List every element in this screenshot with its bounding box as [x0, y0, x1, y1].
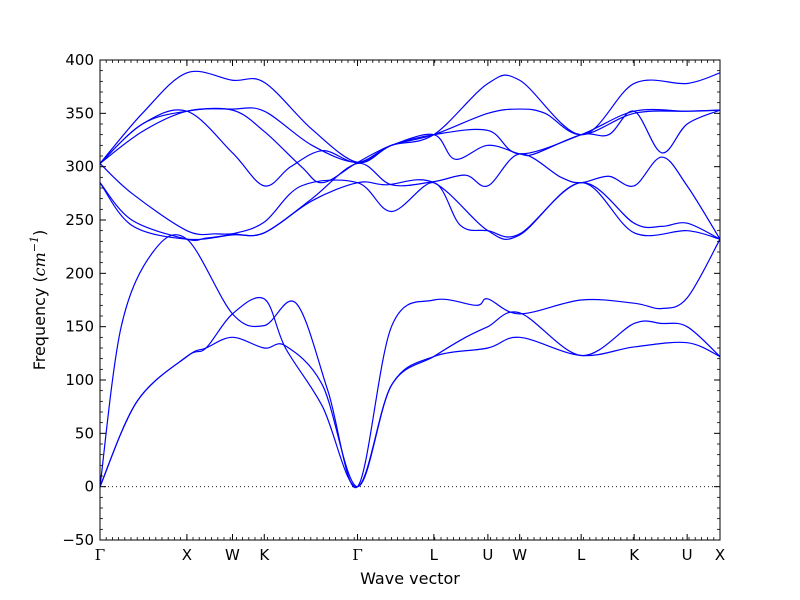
y-axis-title-close: ): [30, 230, 49, 236]
x-tick-label: X: [182, 546, 192, 564]
band-line-4: [100, 179, 720, 241]
band-line-6: [100, 153, 720, 240]
y-axis-title: Frequency (cm−1): [28, 230, 49, 371]
x-axis-title: Wave vector: [360, 569, 460, 588]
x-tick-label: W: [512, 546, 527, 564]
y-tick-labels: −50 0 50 100 150 200 250 300 350 400: [62, 51, 94, 549]
x-tick-label: W: [225, 546, 240, 564]
x-tick-label: U: [682, 546, 693, 564]
y-tick-label: 50: [75, 424, 94, 442]
y-axis-unit: cm: [30, 252, 49, 276]
band-line-9: [100, 107, 720, 164]
series-layer: [100, 70, 720, 489]
y-tick-label: 250: [65, 211, 94, 229]
x-tick-label: U: [482, 546, 493, 564]
x-tick-label: X: [715, 546, 725, 564]
band-line-2: [100, 297, 720, 488]
y-tick-label: 150: [65, 318, 94, 336]
y-tick-label: 200: [65, 264, 94, 282]
x-tick-label: L: [430, 546, 439, 564]
y-tick-label: 0: [84, 478, 94, 496]
y-axis-title-text: Frequency (: [30, 276, 49, 370]
y-tick-label: 100: [65, 371, 94, 389]
x-tick-label: Γ: [95, 546, 105, 564]
band-line-10: [100, 70, 720, 164]
x-tick-label: L: [577, 546, 586, 564]
x-tick-label: Γ: [352, 546, 362, 564]
band-line-3: [100, 234, 720, 489]
x-tick-label: K: [629, 546, 640, 564]
plot-frame: [99, 59, 721, 541]
y-tick-label: 300: [65, 158, 94, 176]
band-line-5: [100, 179, 720, 242]
y-tick-label: −50: [62, 531, 94, 549]
y-tick-label: 350: [65, 104, 94, 122]
x-tick-label: K: [259, 546, 270, 564]
y-tick-label: 400: [65, 51, 94, 69]
y-axis-unit-exponent: −1: [28, 236, 41, 252]
